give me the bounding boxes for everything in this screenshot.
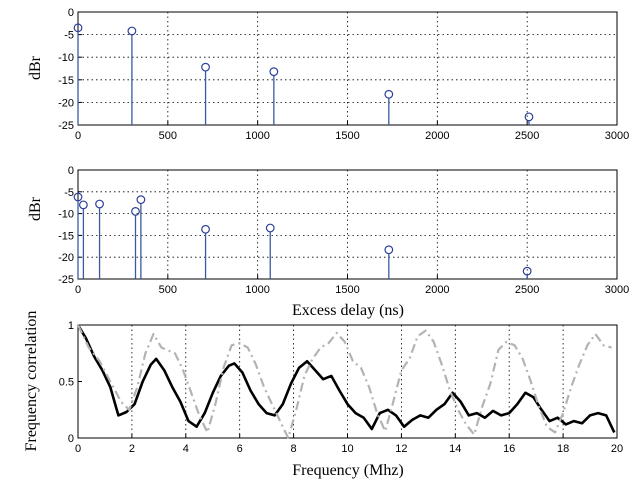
chart3-xtick-label-7: 14 — [449, 443, 461, 455]
chart2-stem-marker-7 — [384, 245, 394, 255]
chart1-stem-marker-2 — [201, 62, 210, 72]
chart1-xtick-label-1: 500 — [159, 130, 177, 142]
chart2-xtick-label-0: 0 — [75, 284, 81, 296]
chart1-ytick-label-2: -10 — [58, 52, 74, 64]
chart3-series-solid-line — [76, 324, 616, 433]
chart1-stem-marker-1 — [127, 26, 137, 36]
chart3-xtick-label-10: 20 — [611, 443, 623, 455]
chart1-xtick-label-4: 2000 — [425, 130, 449, 142]
chart3-xtick-label-9: 18 — [557, 443, 569, 455]
chart3-ytick-label-2: 0 — [68, 433, 74, 445]
chart3-xtick-label-3: 6 — [237, 443, 243, 455]
chart2-xtick-label-5: 2500 — [515, 284, 539, 296]
chart3-xtick-label-1: 2 — [129, 443, 135, 455]
chart2-xtick-label-3: 1500 — [335, 284, 359, 296]
chart1-stem-marker-3 — [269, 67, 279, 77]
chart3-xtick-label-8: 16 — [503, 443, 515, 455]
chart2-stem-marker-0 — [73, 192, 83, 202]
chart2-stem-marker-5 — [201, 224, 210, 234]
chart3-plot-frame — [77, 324, 618, 439]
chart2-stem-marker-1 — [78, 200, 88, 210]
chart1-xtick-label-0: 0 — [75, 130, 81, 142]
chart1-xtick-label-5: 2500 — [515, 130, 539, 142]
chart3-xlabel: Frequency (Mhz) — [292, 462, 404, 479]
chart1-ytick-label-4: -20 — [58, 97, 74, 109]
chart1-ytick-label-1: -5 — [64, 30, 74, 42]
chart3-ylabel: Frequency correlation — [23, 311, 40, 452]
chart2-xtick-label-4: 2000 — [425, 284, 449, 296]
chart2-ytick-label-0: 0 — [68, 165, 74, 177]
chart-bottom-correlation: 0 2 4 6 8 10 12 14 16 18 20 1 0.5 0 — [59, 320, 623, 455]
chart1-stem-marker-5 — [524, 112, 534, 122]
chart2-xtick-label-2: 1000 — [245, 284, 269, 296]
chart2-ytick-label-1: -5 — [64, 187, 74, 199]
chart2-ytick-label-5: -25 — [58, 274, 74, 286]
chart2-xlabel: Excess delay (ns) — [292, 302, 404, 319]
chart1-plot-frame — [77, 11, 618, 126]
chart2-ytick-label-4: -20 — [58, 252, 74, 264]
chart2-ytick-label-3: -15 — [58, 230, 74, 242]
chart1-ylabel: dBr — [27, 55, 44, 80]
chart2-stem-marker-8 — [522, 266, 532, 276]
chart2-xtick-label-1: 500 — [159, 284, 177, 296]
chart3-series-dashdot-line — [77, 324, 612, 440]
chart2-stem-marker-4 — [136, 195, 146, 205]
chart-top-stem: 0 500 1000 1500 2000 2500 3000 0 -5 -10 -15 -20 -25 — [58, 7, 629, 142]
chart3-ytick-label-1: 0.5 — [59, 377, 74, 389]
chart1-stem-marker-4 — [384, 89, 394, 99]
chart1-ytick-label-5: -25 — [58, 120, 74, 132]
chart2-ylabel: dBr — [27, 196, 44, 221]
chart1-xtick-label-3: 1500 — [335, 130, 359, 142]
chart1-stem-marker-0 — [73, 23, 83, 33]
chart1-xtick-label-2: 1000 — [245, 130, 269, 142]
chart2-stem-marker-2 — [95, 199, 104, 209]
chart1-ytick-label-0: 0 — [68, 7, 74, 19]
chart-middle-stem: 0 500 1000 1500 2000 2500 3000 0 -5 -10 -15 -20 -25 — [58, 165, 629, 296]
chart3-xtick-label-5: 10 — [341, 443, 353, 455]
chart1-ytick-label-3: -15 — [58, 75, 74, 87]
chart2-stem-marker-3 — [131, 207, 140, 216]
chart2-stem-marker-6 — [265, 223, 275, 233]
chart3-xtick-label-0: 0 — [75, 443, 81, 455]
chart1-xtick-label-6: 3000 — [605, 130, 629, 142]
chart3-xtick-label-6: 12 — [395, 443, 407, 455]
chart2-xtick-label-6: 3000 — [605, 284, 629, 296]
chart3-xtick-label-2: 4 — [183, 443, 189, 455]
chart2-ytick-label-2: -10 — [58, 209, 74, 221]
chart3-xtick-label-4: 8 — [291, 443, 297, 455]
chart3-ytick-label-0: 1 — [68, 320, 74, 332]
